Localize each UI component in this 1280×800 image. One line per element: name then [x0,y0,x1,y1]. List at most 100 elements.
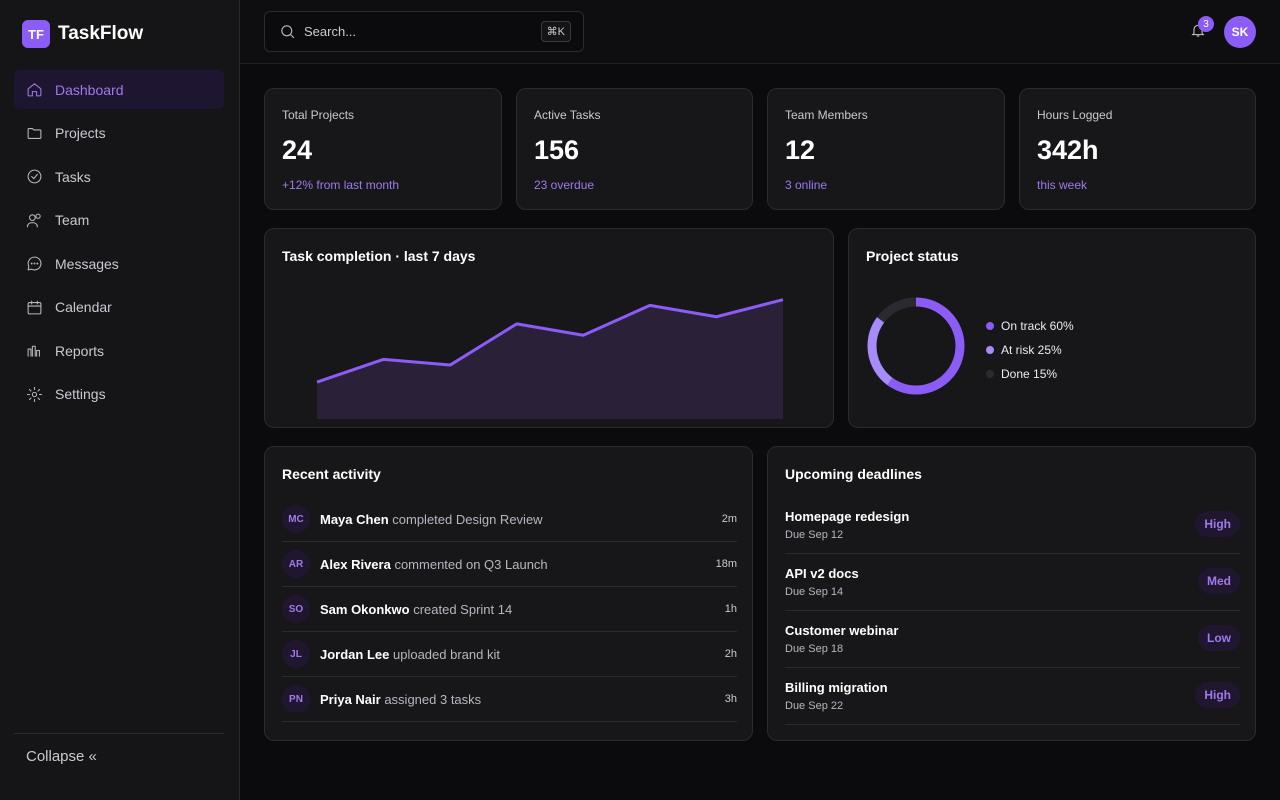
brand-logo: TF [22,20,50,48]
stat-sub: this week [1037,178,1088,192]
avatar: SO [282,595,310,623]
stat-value: 24 [282,135,313,165]
notification-badge: 3 [1198,16,1214,32]
sidebar-item-calendar[interactable]: Calendar [14,288,224,327]
activity-text: Priya Nair assigned 3 tasks [320,692,725,707]
sidebar-item-label: Settings [55,386,106,402]
brand[interactable]: TF TaskFlow [22,20,143,48]
sidebar-item-label: Tasks [55,168,91,185]
user-avatar[interactable]: SK [1224,16,1256,48]
calendar-icon [27,300,42,314]
list-item[interactable]: JL Jordan Lee uploaded brand kit 2h [282,632,737,677]
activity-time: 2h [724,648,737,660]
chart-series-line [316,298,784,384]
activity-action: completed Design Review [392,511,543,527]
legend-done: Done 15% [986,362,1074,386]
task-completion-card: Task completion · last 7 days [264,228,834,428]
deadline-title: Customer webinar [785,623,899,638]
sidebar-item-team[interactable]: Team [14,201,224,240]
sidebar-item-tasks[interactable]: Tasks [14,157,224,196]
sidebar-item-label: Projects [55,125,106,141]
activity-text: Sam Okonkwo created Sprint 14 [320,602,725,617]
sidebar-item-reports[interactable]: Reports [14,331,224,370]
sidebar-item-messages[interactable]: Messages [14,244,224,283]
list-item[interactable]: Homepage redesign Due Sep 12 High [785,497,1240,554]
search-input[interactable] [304,24,541,39]
sidebar-divider [14,733,224,734]
list-item[interactable]: Billing migration Due Sep 22 High [785,668,1240,725]
activity-user: Maya Chen [320,511,389,527]
project-status-card: Project status On track 60% At risk 25% … [848,228,1256,428]
avatar: JL [282,640,310,668]
list-item[interactable]: MC Maya Chen completed Design Review 2m [282,497,737,542]
deadline-due: Due Sep 14 [785,586,844,598]
sidebar-item-projects[interactable]: Projects [14,114,224,153]
collapse-button[interactable]: Collapse « [26,748,97,765]
activity-time: 18m [715,558,737,570]
activity-action: uploaded brand kit [392,646,500,662]
activity-user: Alex Rivera [320,556,391,572]
project-status-legend: On track 60% At risk 25% Done 15% [986,314,1074,386]
stat-value: 156 [534,135,580,165]
priority-badge: High [1195,682,1240,708]
activity-action: commented on Q3 Launch [394,556,548,572]
sidebar-item-label: Dashboard [55,81,124,98]
stat-value: 12 [785,135,816,165]
donut-slice-3 [867,297,965,395]
sidebar-nav: Dashboard Projects Tasks Team Messages C… [14,70,224,418]
search-icon [281,25,295,39]
activity-user: Jordan Lee [320,646,390,662]
list-item[interactable]: Customer webinar Due Sep 18 Low [785,611,1240,668]
sidebar-item-settings[interactable]: Settings [14,375,224,414]
avatar: MC [282,505,310,533]
legend-label: Done 15% [1001,367,1058,381]
project-status-title: Project status [866,248,959,264]
activity-text: Maya Chen completed Design Review [320,512,722,527]
stat-card-total-projects: Total Projects 24 +12% from last month [264,88,502,210]
upcoming-deadlines-card: Upcoming deadlines Homepage redesign Due… [767,446,1256,741]
task-completion-chart [316,298,784,419]
chart-icon [27,345,40,357]
sidebar: TF TaskFlow Dashboard Projects Tasks Tea… [0,0,240,800]
legend-label: On track 60% [1001,319,1074,333]
list-item[interactable]: API v2 docs Due Sep 14 Med [785,554,1240,611]
activity-action: assigned 3 tasks [384,691,482,707]
deadline-title: Billing migration [785,680,888,695]
activity-list: MC Maya Chen completed Design Review 2m … [282,497,737,722]
deadline-title: API v2 docs [785,566,859,581]
avatar: PN [282,685,310,713]
stat-label: Hours Logged [1037,108,1113,122]
activity-time: 1h [724,603,737,615]
donut-slice-2 [867,297,965,395]
priority-badge: High [1195,511,1240,537]
legend-dot [986,322,994,330]
folder-icon [27,127,42,139]
list-item[interactable]: PN Priya Nair assigned 3 tasks 3h [282,677,737,722]
stat-sub: 3 online [785,178,828,192]
stat-sub: 23 overdue [534,178,595,192]
chart-area-fill [317,299,783,419]
sidebar-item-dashboard[interactable]: Dashboard [14,70,224,109]
legend-dot [986,346,994,354]
activity-text: Jordan Lee uploaded brand kit [320,647,725,662]
activity-user: Priya Nair [320,691,381,707]
list-item[interactable]: AR Alex Rivera commented on Q3 Launch 18… [282,542,737,587]
sidebar-item-label: Team [55,212,90,228]
search-bar[interactable]: ⌘K [264,11,584,52]
activity-time: 3h [724,693,737,705]
chart-title: Task completion · last 7 days [282,248,476,264]
list-item[interactable]: SO Sam Okonkwo created Sprint 14 1h [282,587,737,632]
stat-card-hours-logged: Hours Logged 342h this week [1019,88,1256,210]
priority-badge: Med [1198,568,1240,594]
legend-at-risk: At risk 25% [986,338,1074,362]
home-icon [27,83,42,97]
stat-card-team-members: Team Members 12 3 online [767,88,1005,210]
stat-value: 342h [1037,135,1099,165]
deadline-due: Due Sep 12 [785,529,844,541]
legend-on-track: On track 60% [986,314,1074,338]
activity-action: created Sprint 14 [413,601,513,617]
stat-card-active-tasks: Active Tasks 156 23 overdue [516,88,753,210]
sidebar-item-label: Reports [55,342,105,359]
stat-sub: +12% from last month [282,178,400,192]
sidebar-item-label: Calendar [55,299,112,315]
